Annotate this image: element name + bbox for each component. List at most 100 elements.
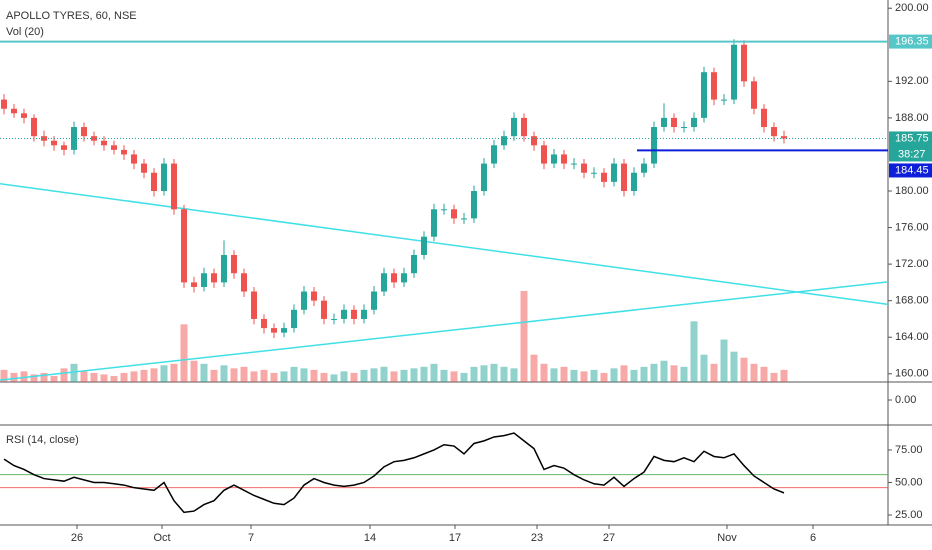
volume-bar (40, 372, 48, 382)
volume-bar (570, 369, 578, 382)
candle-body (1, 99, 7, 109)
candle-body (411, 254, 417, 274)
volume-bar (540, 363, 548, 382)
volume-bar (500, 366, 508, 382)
volume-bar (440, 369, 448, 382)
volume-bar (510, 368, 518, 382)
y-tick-label: 160.00 (895, 368, 929, 380)
candle-body (451, 209, 457, 219)
chart-title: APOLLO TYRES, 60, NSE (6, 10, 137, 22)
y-tick-label: 192.00 (895, 75, 929, 87)
volume-bar (700, 354, 708, 382)
volume-bar (150, 368, 158, 382)
candle-body (631, 172, 637, 191)
x-tick-label: 27 (603, 532, 615, 544)
volume-bar (20, 371, 28, 382)
volume-bar (70, 363, 78, 382)
candle-body (191, 282, 197, 287)
candle-body (201, 273, 207, 287)
volume-bar (650, 363, 658, 382)
volume-bar (120, 372, 128, 382)
candle-body (281, 328, 287, 333)
candle-body (21, 113, 27, 118)
volume-bar (520, 291, 528, 382)
volume-bar (90, 372, 98, 382)
candle-body (331, 318, 337, 320)
volume-bar (380, 366, 388, 382)
candle-body (161, 163, 167, 191)
candle-body (611, 163, 617, 182)
volume-bar (720, 339, 728, 382)
candle-body (421, 236, 427, 255)
volume-bar (240, 366, 248, 382)
candle-body (381, 273, 387, 292)
candle-body (661, 117, 667, 128)
candle-body (261, 318, 267, 329)
volume-bar (140, 369, 148, 382)
x-tick-label: Nov (717, 532, 737, 544)
volume-bar (590, 369, 598, 382)
volume-bar (610, 368, 618, 382)
volume-bar (480, 365, 488, 382)
candle-body (431, 209, 437, 237)
candle-body (221, 254, 227, 283)
candle-body (731, 44, 737, 100)
y-tick-label: 176.00 (895, 221, 929, 233)
volume-bar (670, 365, 678, 382)
volume-bar (370, 368, 378, 382)
volume-bar (410, 368, 418, 382)
candle-body (511, 117, 517, 137)
volume-bar (220, 365, 228, 382)
x-tick-label: 26 (71, 532, 83, 544)
candle-body (781, 136, 787, 139)
candle-body (61, 145, 67, 150)
candle-body (481, 163, 487, 191)
volume-bar (230, 368, 238, 382)
x-tick-label: 23 (531, 532, 543, 544)
last-price-label: 185.75 (895, 132, 929, 144)
level-label-bg (889, 163, 932, 178)
candle-body (491, 145, 497, 164)
volume-bar (630, 369, 638, 382)
volume-bar (490, 363, 498, 382)
y-tick-label: 172.00 (895, 258, 929, 270)
volume-bar (0, 369, 8, 382)
volume-title: Vol (20) (6, 26, 44, 38)
volume-bar (320, 372, 328, 382)
volume-bar (600, 372, 608, 382)
volume-bar (660, 360, 668, 382)
y-tick-label: 164.00 (895, 331, 929, 343)
volume-bar (10, 372, 18, 382)
y-tick-label: 200.00 (895, 2, 929, 14)
volume-bar (690, 321, 698, 382)
candle-body (121, 149, 127, 155)
candle-body (151, 172, 157, 191)
y-tick-label: 168.00 (895, 295, 929, 307)
candle-body (291, 309, 297, 329)
volume-bar (560, 366, 568, 382)
volume-bar (200, 363, 208, 382)
volume-bar (680, 366, 688, 382)
candle-body (571, 163, 577, 165)
candle-body (561, 154, 567, 164)
volume-bar (30, 374, 38, 382)
candle-body (81, 127, 87, 137)
candle-body (721, 99, 727, 101)
volume-bar (340, 371, 348, 382)
volume-bar (420, 366, 428, 382)
candle-body (41, 136, 47, 141)
volume-bar (360, 369, 368, 382)
candle-body (621, 163, 627, 191)
volume-bar (60, 368, 68, 382)
candle-body (11, 108, 17, 114)
volume-bar (530, 354, 538, 382)
volume-bar (470, 366, 478, 382)
volume-bar (110, 375, 118, 382)
volume-bar (250, 371, 258, 382)
candle-body (311, 291, 317, 301)
level-label-bg (889, 34, 932, 49)
volume-bar (430, 363, 438, 382)
countdown-label: 38:27 (898, 148, 926, 160)
y-tick-label: 0.00 (895, 394, 916, 406)
